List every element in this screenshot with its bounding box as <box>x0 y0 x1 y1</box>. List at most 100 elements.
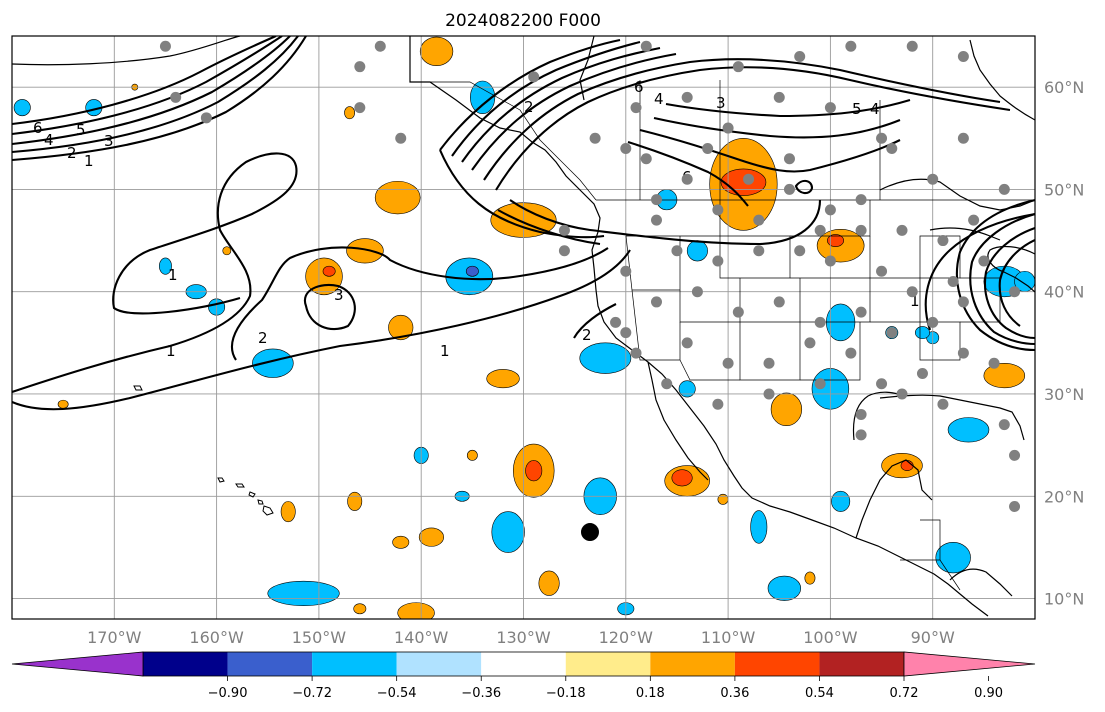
station-dot <box>876 132 888 144</box>
station-dot <box>783 183 795 195</box>
lon-tick-label: 170°W <box>87 628 142 647</box>
anomaly-region <box>397 602 435 619</box>
hawaii-islands <box>133 385 274 516</box>
colorbar-swatch <box>819 652 904 676</box>
station-dot <box>855 224 867 236</box>
station-dot <box>896 388 908 400</box>
station-dot <box>732 306 744 318</box>
station-dot <box>743 173 755 185</box>
lon-tick-label: 120°W <box>599 628 654 647</box>
contour-label: 3 <box>716 94 726 112</box>
anomaly-region <box>915 326 930 340</box>
station-dot <box>200 112 212 124</box>
station-dot <box>589 132 601 144</box>
anomaly-region <box>392 535 410 549</box>
colorbar: −0.90 −0.72 −0.54 −0.36 −0.18 0.18 0.36 0.54 0.7… <box>11 651 1036 701</box>
station-markers <box>159 40 1021 512</box>
station-dot <box>712 255 724 267</box>
station-dot <box>681 173 693 185</box>
height-contours <box>12 36 1035 411</box>
station-dot <box>1009 286 1021 298</box>
station-dot <box>978 255 990 267</box>
station-dot <box>957 347 969 359</box>
lon-tick-label: 150°W <box>292 628 347 647</box>
station-dot <box>998 419 1010 431</box>
station-dot <box>722 122 734 134</box>
contour-label: 5 <box>76 121 86 139</box>
contour-label: 2 <box>582 326 592 344</box>
station-dot <box>968 214 980 226</box>
lon-tick-label: 90°W <box>911 628 955 647</box>
station-dot <box>712 204 724 216</box>
lat-tick-label: 50°N <box>1044 180 1084 199</box>
station-dot <box>824 204 836 216</box>
station-dot <box>732 61 744 73</box>
anomaly-region <box>831 490 851 512</box>
anomaly-region <box>465 265 479 277</box>
station-dot <box>957 132 969 144</box>
colorbar-tick-label: −0.18 <box>546 686 586 701</box>
colorbar-max-extension <box>903 651 1036 677</box>
colorbar-tick-label: 0.36 <box>720 686 749 701</box>
anomaly-region <box>491 511 525 553</box>
station-dot <box>640 40 652 52</box>
contour-label: 1 <box>440 342 450 360</box>
station-dot <box>804 337 816 349</box>
lon-tick-label: 160°W <box>189 628 244 647</box>
station-dot <box>814 224 826 236</box>
anomaly-region <box>804 571 816 585</box>
anomaly-region <box>827 234 844 247</box>
anomaly-region <box>671 469 693 487</box>
longitude-labels: 170°W 160°W 150°W 140°W 130°W 120°W 110°W 100°W… <box>87 628 955 647</box>
station-dot <box>702 143 714 155</box>
contour-label: 2 <box>67 144 77 162</box>
lon-tick-label: 140°W <box>394 628 449 647</box>
station-dot <box>528 71 540 83</box>
station-dot <box>927 316 939 328</box>
anomaly-region <box>445 257 494 296</box>
station-dot <box>947 275 959 287</box>
station-dot <box>763 357 775 369</box>
anomaly-region <box>388 314 414 341</box>
colorbar-tick-label: −0.72 <box>292 686 332 701</box>
anomaly-region <box>947 417 990 443</box>
anomaly-region <box>750 510 768 544</box>
station-dot <box>957 50 969 62</box>
anomaly-region <box>525 460 543 482</box>
colorbar-swatch <box>565 652 651 676</box>
station-dot <box>650 214 662 226</box>
station-dot <box>845 347 857 359</box>
station-dot <box>558 224 570 236</box>
station-dot <box>896 224 908 236</box>
contour-label: 2 <box>524 98 534 116</box>
anomaly-region <box>466 449 478 461</box>
colorbar-swatch <box>227 652 313 676</box>
station-dot <box>620 327 632 339</box>
anomaly-region <box>579 342 632 374</box>
contour-label: 6 <box>33 119 43 137</box>
colorbar-swatch <box>312 652 397 676</box>
anomaly-region <box>346 238 384 264</box>
station-dot <box>783 153 795 165</box>
lat-tick-label: 10°N <box>1044 590 1084 609</box>
anomaly-region <box>686 240 708 262</box>
map-title: 2024082200 F000 <box>445 11 601 31</box>
anomaly-region <box>418 527 445 547</box>
station-dot <box>374 40 386 52</box>
station-dot <box>753 245 765 257</box>
station-dot <box>876 378 888 390</box>
station-dot <box>763 388 775 400</box>
anomaly-region <box>486 369 520 389</box>
contour-label: 6 <box>634 78 644 96</box>
station-dot <box>814 378 826 390</box>
colorbar-tick-label: −0.36 <box>461 686 501 701</box>
lon-tick-label: 130°W <box>496 628 551 647</box>
station-dot <box>159 40 171 52</box>
station-dot <box>650 296 662 308</box>
station-dot <box>354 102 366 114</box>
colorbar-swatches <box>142 651 905 677</box>
colorbar-tick-label: −0.90 <box>208 686 248 701</box>
contour-label: 4 <box>44 131 54 149</box>
anomaly-region <box>767 575 802 601</box>
